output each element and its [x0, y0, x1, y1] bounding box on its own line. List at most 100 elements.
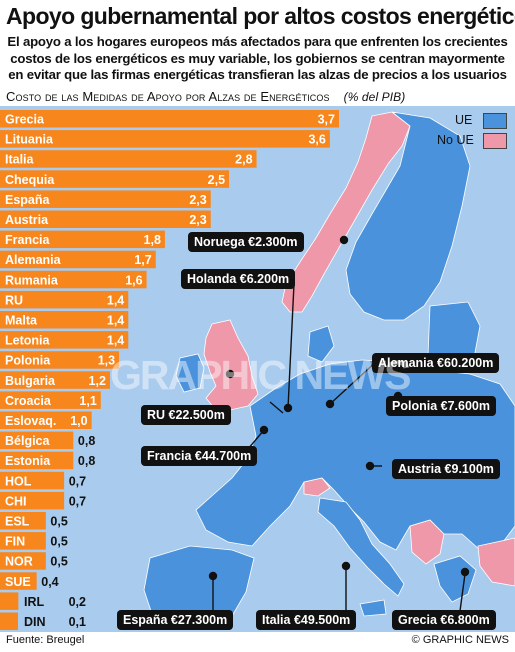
bar-category-label-11: Malta — [5, 314, 38, 328]
bar-value-label-1: 3,7 — [318, 113, 335, 127]
bar-23 — [0, 552, 46, 570]
bar-value-label-6: 2,3 — [189, 213, 206, 227]
callout-dot-austria — [365, 461, 375, 471]
bar-category-label-18: Estonia — [5, 454, 51, 468]
bar-value-label-21: 0,5 — [50, 515, 67, 529]
bar-category-label-7: Francia — [5, 233, 51, 247]
bar-category-label-3: Italia — [5, 153, 35, 167]
bar-15 — [0, 391, 101, 409]
bar-category-label-6: Austria — [5, 213, 49, 227]
bar-value-label-13: 1,3 — [98, 354, 115, 368]
callout-dot-francia — [259, 425, 269, 435]
bar-category-label-19: HOL — [5, 474, 32, 488]
bar-14 — [0, 371, 110, 389]
bar-value-label-22: 0,5 — [50, 535, 67, 549]
map-ireland — [175, 353, 205, 393]
bar-category-label-9: Rumania — [5, 273, 59, 287]
bar-category-label-21: ESL — [5, 515, 30, 529]
bar-value-label-12: 1,4 — [107, 334, 124, 348]
map-turkey — [477, 537, 515, 587]
bar-10 — [0, 290, 129, 309]
callout-italia: Italia €49.500m — [256, 610, 357, 630]
callout-austria: Austria €9.100m — [392, 459, 500, 479]
bar-1 — [0, 110, 339, 128]
bar-18 — [0, 451, 74, 470]
bar-value-label-10: 1,4 — [107, 293, 124, 307]
chart-unit-label: (% del PIB) — [343, 90, 406, 104]
bar-5 — [0, 190, 211, 208]
bar-17 — [0, 431, 74, 450]
map-and-bar-chart: Grecia 3,7 Lituania 3,6 Italia 2,8 Chequia 2,5 E… — [0, 106, 515, 632]
bar-21 — [0, 512, 46, 530]
bar-11 — [0, 311, 129, 329]
map-sweden-finland — [345, 111, 471, 321]
bar-value-label-4: 2,5 — [208, 173, 225, 187]
bar-16 — [0, 411, 92, 429]
bar-category-label-12: Letonia — [5, 334, 50, 348]
callout-dot-holanda — [283, 403, 293, 413]
bar-category-label-23: NOR — [5, 555, 33, 569]
callout-dot-espana — [208, 571, 218, 581]
bar-2 — [0, 130, 330, 148]
bar-value-label-7: 1,8 — [144, 233, 161, 247]
bar-category-label-13: Polonia — [5, 354, 51, 368]
bar-value-label-26: 0,1 — [69, 615, 86, 629]
bar-26 — [0, 612, 18, 630]
bar-category-label-8: Alemania — [5, 253, 62, 267]
callout-norway: Noruega €2.300m — [188, 232, 304, 252]
bar-4 — [0, 170, 230, 188]
bar-value-label-23: 0,5 — [50, 555, 67, 569]
bar-value-label-14: 1,2 — [89, 374, 106, 388]
bar-value-label-16: 1,0 — [70, 414, 87, 428]
bar-category-label-2: Lituania — [5, 133, 54, 147]
chart-title: Costo de las Medidas de Apoyo por Alzas … — [6, 89, 330, 104]
chart-title-row: Costo de las Medidas de Apoyo por Alzas … — [6, 89, 405, 104]
legend-swatch-no-ue — [483, 133, 507, 149]
callout-francia: Francia €44.700m — [141, 446, 258, 466]
callout-grecia: Grecia €6.800m — [392, 610, 496, 630]
map-norway — [281, 111, 411, 313]
bar-8 — [0, 250, 156, 269]
bar-value-label-24: 0,4 — [41, 575, 58, 589]
callout-dot-italia — [341, 561, 351, 571]
footer-credit: © GRAPHIC NEWS — [411, 634, 509, 646]
bar-value-label-5: 2,3 — [189, 193, 206, 207]
bar-value-label-8: 1,7 — [134, 253, 151, 267]
bar-13 — [0, 351, 120, 369]
bar-6 — [0, 210, 211, 228]
callout-dot-alemania — [325, 399, 335, 409]
bar-category-label-1: Grecia — [5, 113, 45, 127]
bar-group: Grecia 3,7 Lituania 3,6 Italia 2,8 Chequia 2,5 E… — [0, 110, 339, 630]
map-sicily — [359, 599, 387, 617]
callout-dot-norway — [339, 235, 349, 245]
bar-value-label-3: 2,8 — [235, 153, 252, 167]
callout-polonia: Polonia €7.600m — [386, 396, 496, 416]
bar-value-label-25: 0,2 — [69, 595, 86, 609]
page-subtitle: El apoyo a los hogares europeos más afec… — [7, 34, 508, 82]
bar-value-label-2: 3,6 — [308, 133, 325, 147]
bar-category-label-24: SUE — [5, 575, 31, 589]
bar-7 — [0, 230, 165, 249]
bar-value-label-11: 1,4 — [107, 314, 124, 328]
bar-24 — [0, 572, 37, 590]
bar-20 — [0, 491, 65, 510]
bar-category-label-26: DIN — [24, 615, 46, 629]
bar-category-label-17: Bélgica — [5, 434, 51, 448]
bar-3 — [0, 150, 257, 168]
bar-value-label-9: 1,6 — [125, 273, 142, 287]
map-italy — [317, 497, 405, 597]
callout-dot-grecia — [460, 567, 470, 577]
bar-9 — [0, 270, 147, 289]
bar-category-label-22: FIN — [5, 535, 25, 549]
legend-swatch-ue — [483, 113, 507, 129]
bar-value-label-17: 0,8 — [78, 434, 95, 448]
bar-19 — [0, 471, 65, 490]
map-greece — [433, 555, 477, 603]
callout-espana: España €27.300m — [117, 610, 234, 630]
bar-category-label-25: IRL — [24, 595, 45, 609]
legend-label-ue: UE — [455, 113, 473, 127]
footer-source: Fuente: Breugel — [6, 634, 85, 646]
bar-category-label-15: Croacia — [5, 394, 52, 408]
page-title: Apoyo gubernamental por altos costos ene… — [6, 3, 515, 29]
bar-25 — [0, 592, 19, 610]
